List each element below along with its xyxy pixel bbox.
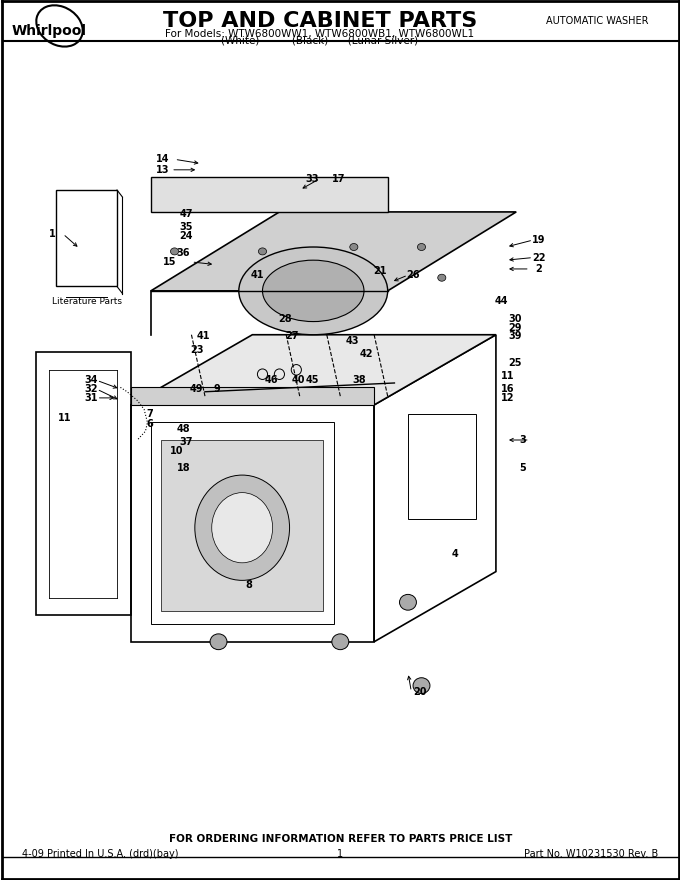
Text: 41: 41: [251, 270, 265, 280]
Bar: [408, 414, 475, 519]
Text: 13: 13: [156, 165, 170, 175]
Ellipse shape: [171, 248, 179, 255]
Ellipse shape: [332, 634, 349, 649]
Text: 4: 4: [452, 549, 459, 559]
Polygon shape: [151, 212, 516, 291]
Text: 30: 30: [508, 314, 522, 324]
Text: 34: 34: [84, 376, 98, 385]
Text: 15: 15: [163, 257, 177, 267]
Text: 39: 39: [508, 332, 522, 341]
Ellipse shape: [258, 248, 267, 255]
Text: 44: 44: [494, 297, 508, 306]
Text: 25: 25: [508, 358, 522, 368]
Ellipse shape: [400, 594, 416, 610]
Text: TOP AND CABINET PARTS: TOP AND CABINET PARTS: [163, 11, 477, 31]
Text: 35: 35: [180, 222, 193, 231]
Polygon shape: [151, 177, 388, 212]
Text: 41: 41: [197, 332, 210, 341]
Text: 10: 10: [170, 445, 184, 456]
Text: 32: 32: [84, 385, 98, 394]
Ellipse shape: [438, 275, 446, 282]
Text: 22: 22: [532, 253, 545, 262]
Text: 4-09 Printed In U.S.A. (drd)(bay): 4-09 Printed In U.S.A. (drd)(bay): [22, 849, 179, 859]
Text: 38: 38: [352, 376, 366, 385]
Text: 1: 1: [337, 849, 343, 859]
Bar: [161, 440, 324, 611]
Text: 33: 33: [305, 173, 319, 184]
Ellipse shape: [195, 475, 290, 580]
Text: 23: 23: [190, 345, 203, 355]
Ellipse shape: [262, 260, 364, 321]
Text: 42: 42: [359, 349, 373, 359]
Ellipse shape: [413, 678, 430, 693]
Text: For Models: WTW6800WW1, WTW6800WB1, WTW6800WL1: For Models: WTW6800WW1, WTW6800WB1, WTW6…: [165, 29, 475, 39]
Text: 27: 27: [285, 332, 299, 341]
Bar: [56, 190, 117, 287]
Text: Part No. W10231530 Rev. B: Part No. W10231530 Rev. B: [524, 849, 658, 859]
Text: 16: 16: [501, 385, 515, 394]
Text: AUTOMATIC WASHER: AUTOMATIC WASHER: [546, 16, 649, 26]
Text: 36: 36: [177, 248, 190, 258]
Text: 21: 21: [373, 266, 386, 275]
Text: 43: 43: [345, 336, 359, 346]
Polygon shape: [131, 334, 496, 405]
Text: 8: 8: [245, 580, 252, 590]
Bar: [151, 422, 333, 624]
Text: 28: 28: [278, 314, 292, 324]
Text: 19: 19: [532, 235, 545, 245]
Text: 9: 9: [214, 385, 220, 394]
Text: 3: 3: [519, 435, 526, 445]
Text: 48: 48: [177, 423, 190, 434]
Text: Whirlpool: Whirlpool: [12, 25, 87, 38]
Text: 40: 40: [292, 376, 305, 385]
Text: 29: 29: [508, 323, 522, 333]
Text: 2: 2: [535, 264, 542, 274]
Text: 18: 18: [177, 463, 190, 473]
Text: 14: 14: [156, 154, 170, 165]
Polygon shape: [131, 387, 374, 405]
Text: 49: 49: [190, 385, 203, 394]
Text: 6: 6: [146, 419, 153, 429]
Text: 47: 47: [180, 209, 193, 218]
Text: (White)          (Black)      (Lunar Silver): (White) (Black) (Lunar Silver): [222, 36, 419, 46]
Ellipse shape: [418, 244, 426, 251]
Text: 17: 17: [333, 173, 345, 184]
Text: 11: 11: [501, 371, 515, 381]
Text: 24: 24: [180, 231, 193, 240]
Text: Literature Parts: Literature Parts: [52, 297, 122, 306]
Text: 26: 26: [407, 270, 420, 280]
Text: 31: 31: [84, 392, 98, 403]
Ellipse shape: [210, 634, 227, 649]
Text: 5: 5: [519, 463, 526, 473]
Text: 1: 1: [50, 229, 56, 238]
Text: 11: 11: [58, 413, 71, 423]
Text: 37: 37: [180, 436, 193, 447]
Text: 20: 20: [413, 686, 427, 697]
Ellipse shape: [211, 493, 273, 563]
Text: 45: 45: [305, 376, 319, 385]
Ellipse shape: [239, 247, 388, 334]
Text: FOR ORDERING INFORMATION REFER TO PARTS PRICE LIST: FOR ORDERING INFORMATION REFER TO PARTS …: [169, 834, 512, 844]
Text: 12: 12: [501, 392, 515, 403]
Text: 46: 46: [265, 376, 278, 385]
Ellipse shape: [350, 244, 358, 251]
Text: 7: 7: [146, 408, 153, 419]
